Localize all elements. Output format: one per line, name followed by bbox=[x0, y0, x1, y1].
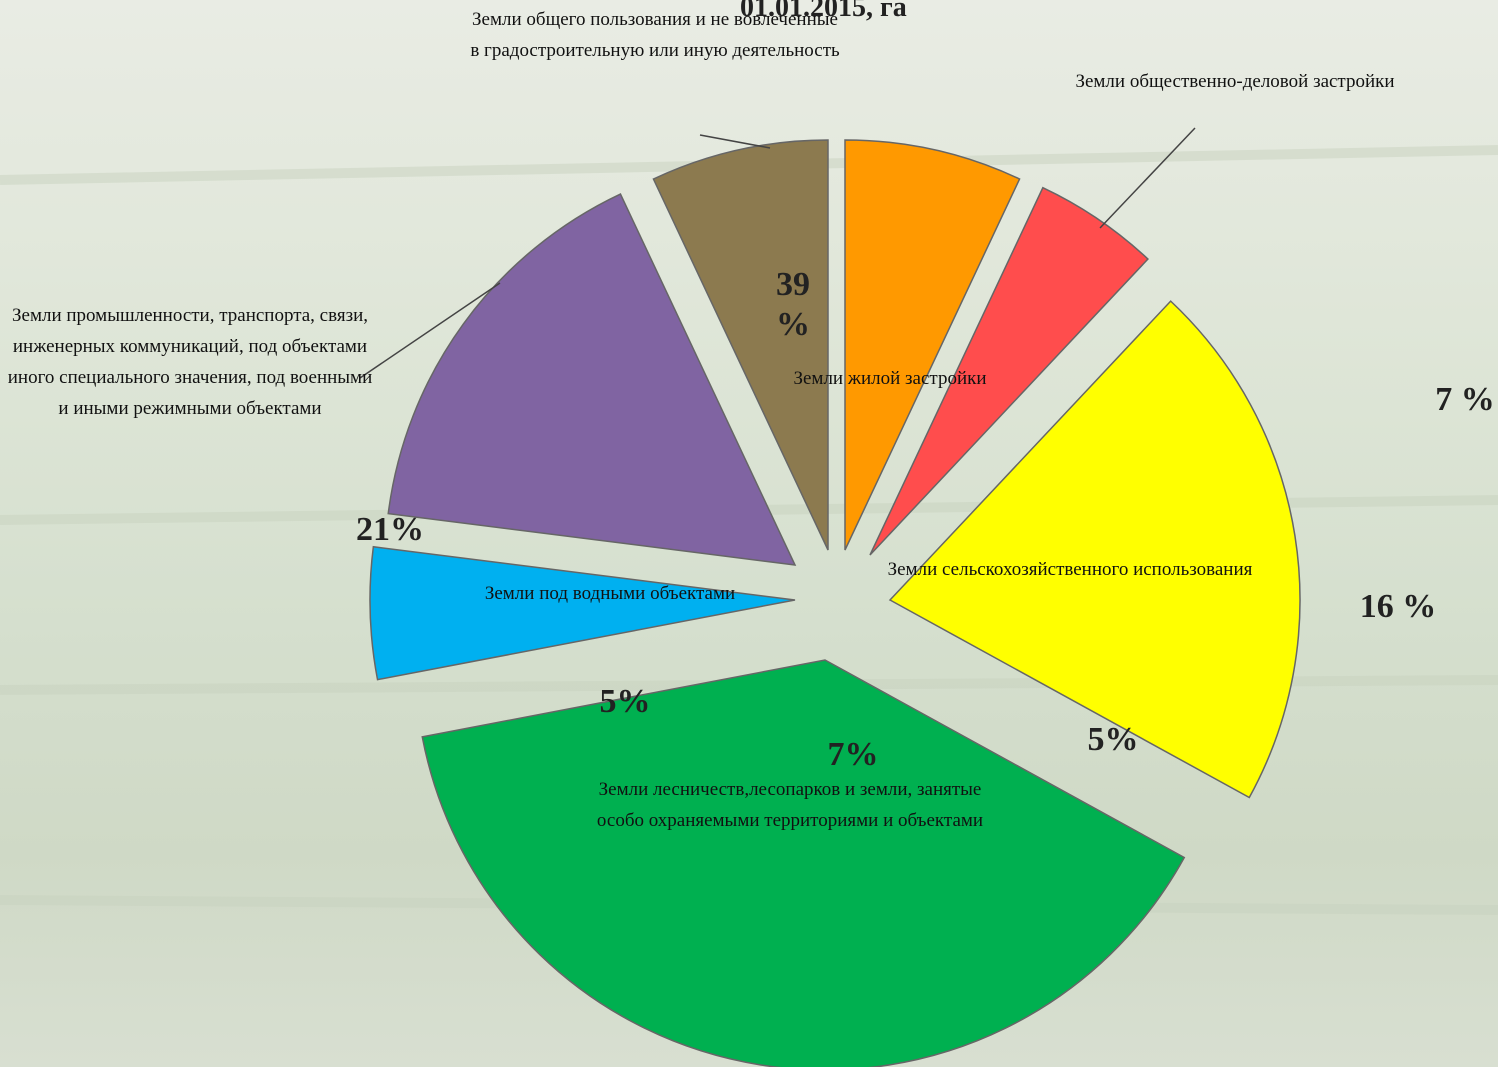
pie-slice bbox=[387, 193, 797, 566]
pie-slice bbox=[421, 659, 1186, 1067]
pie-slice bbox=[369, 545, 796, 681]
value-label-line: % bbox=[776, 306, 810, 343]
value-label: 7 % bbox=[1435, 381, 1495, 418]
pie-slice bbox=[869, 186, 1149, 556]
value-label-line: 39 bbox=[776, 266, 810, 303]
category-label: Земли под водными объектами bbox=[484, 583, 736, 604]
leader-lines bbox=[359, 127, 1196, 379]
value-label: 39% bbox=[776, 266, 810, 343]
category-label: Земли лесничеств,лесопарков и земли, зан… bbox=[596, 779, 984, 831]
pie-slice bbox=[888, 300, 1301, 799]
value-label: 21% bbox=[356, 511, 424, 548]
category-label: Земли сельскохозяйственного использовани… bbox=[887, 559, 1253, 580]
value-label: 5% bbox=[600, 683, 651, 720]
category-label: Земли жилой застройки bbox=[793, 368, 987, 389]
value-label: 5% bbox=[1088, 721, 1139, 758]
value-label: 7% bbox=[828, 736, 879, 773]
category-label: Земли общественно-деловой застройки bbox=[1075, 71, 1395, 92]
value-label: 16 % bbox=[1360, 588, 1437, 625]
pie-slice bbox=[844, 139, 1021, 551]
pie-slice bbox=[652, 139, 829, 551]
category-label: Земли общего пользования и не вовлеченны… bbox=[470, 9, 840, 61]
category-label: Земли промышленности, транспорта, связи,… bbox=[7, 305, 373, 419]
chart-title: 01.01.2015, га bbox=[740, 0, 907, 23]
